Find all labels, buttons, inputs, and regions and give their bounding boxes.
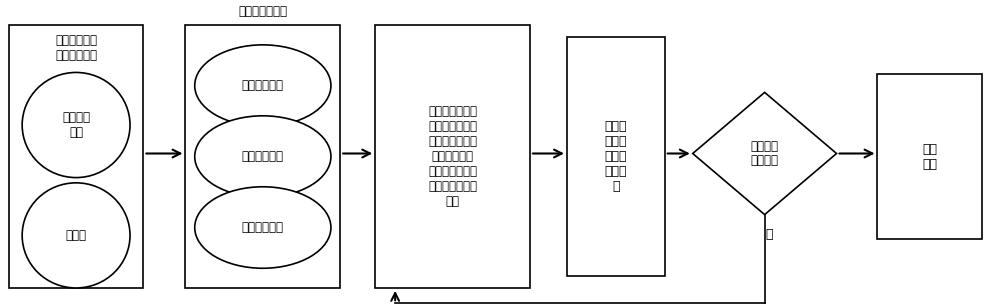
Ellipse shape bbox=[195, 187, 331, 268]
Ellipse shape bbox=[22, 183, 130, 288]
Bar bbox=[567, 37, 665, 276]
Bar bbox=[877, 74, 982, 239]
Ellipse shape bbox=[195, 116, 331, 197]
Bar bbox=[9, 25, 143, 288]
Text: 计算行
为轮廓
一致性
度，择
优: 计算行 为轮廓 一致性 度，择 优 bbox=[605, 120, 627, 193]
Text: 按照处理过的日
志序列顺序依次
重放，依照指标
选择优化模型
（第一次循环需
找到两个优化模
型）: 按照处理过的日 志序列顺序依次 重放，依照指标 选择优化模型 （第一次循环需 找… bbox=[428, 105, 477, 208]
Text: 建立行为轮廓: 建立行为轮廓 bbox=[242, 150, 284, 163]
Text: 输出
模型: 输出 模型 bbox=[922, 142, 937, 171]
Bar bbox=[185, 25, 340, 288]
Text: 日志序列的提
取和参与处理: 日志序列的提 取和参与处理 bbox=[55, 34, 97, 62]
Text: 分析行为关系: 分析行为关系 bbox=[242, 79, 284, 92]
Text: 初始模型的建立: 初始模型的建立 bbox=[238, 5, 287, 17]
Text: 构建初始模型: 构建初始模型 bbox=[242, 221, 284, 234]
Ellipse shape bbox=[195, 45, 331, 126]
Polygon shape bbox=[693, 92, 837, 215]
Text: 预处理: 预处理 bbox=[66, 229, 87, 242]
Text: 否: 否 bbox=[766, 228, 773, 241]
Text: 日志序列
重放完毕: 日志序列 重放完毕 bbox=[751, 139, 779, 168]
Ellipse shape bbox=[22, 72, 130, 177]
Text: 提取日志
序列: 提取日志 序列 bbox=[62, 111, 90, 139]
Bar bbox=[375, 25, 530, 288]
